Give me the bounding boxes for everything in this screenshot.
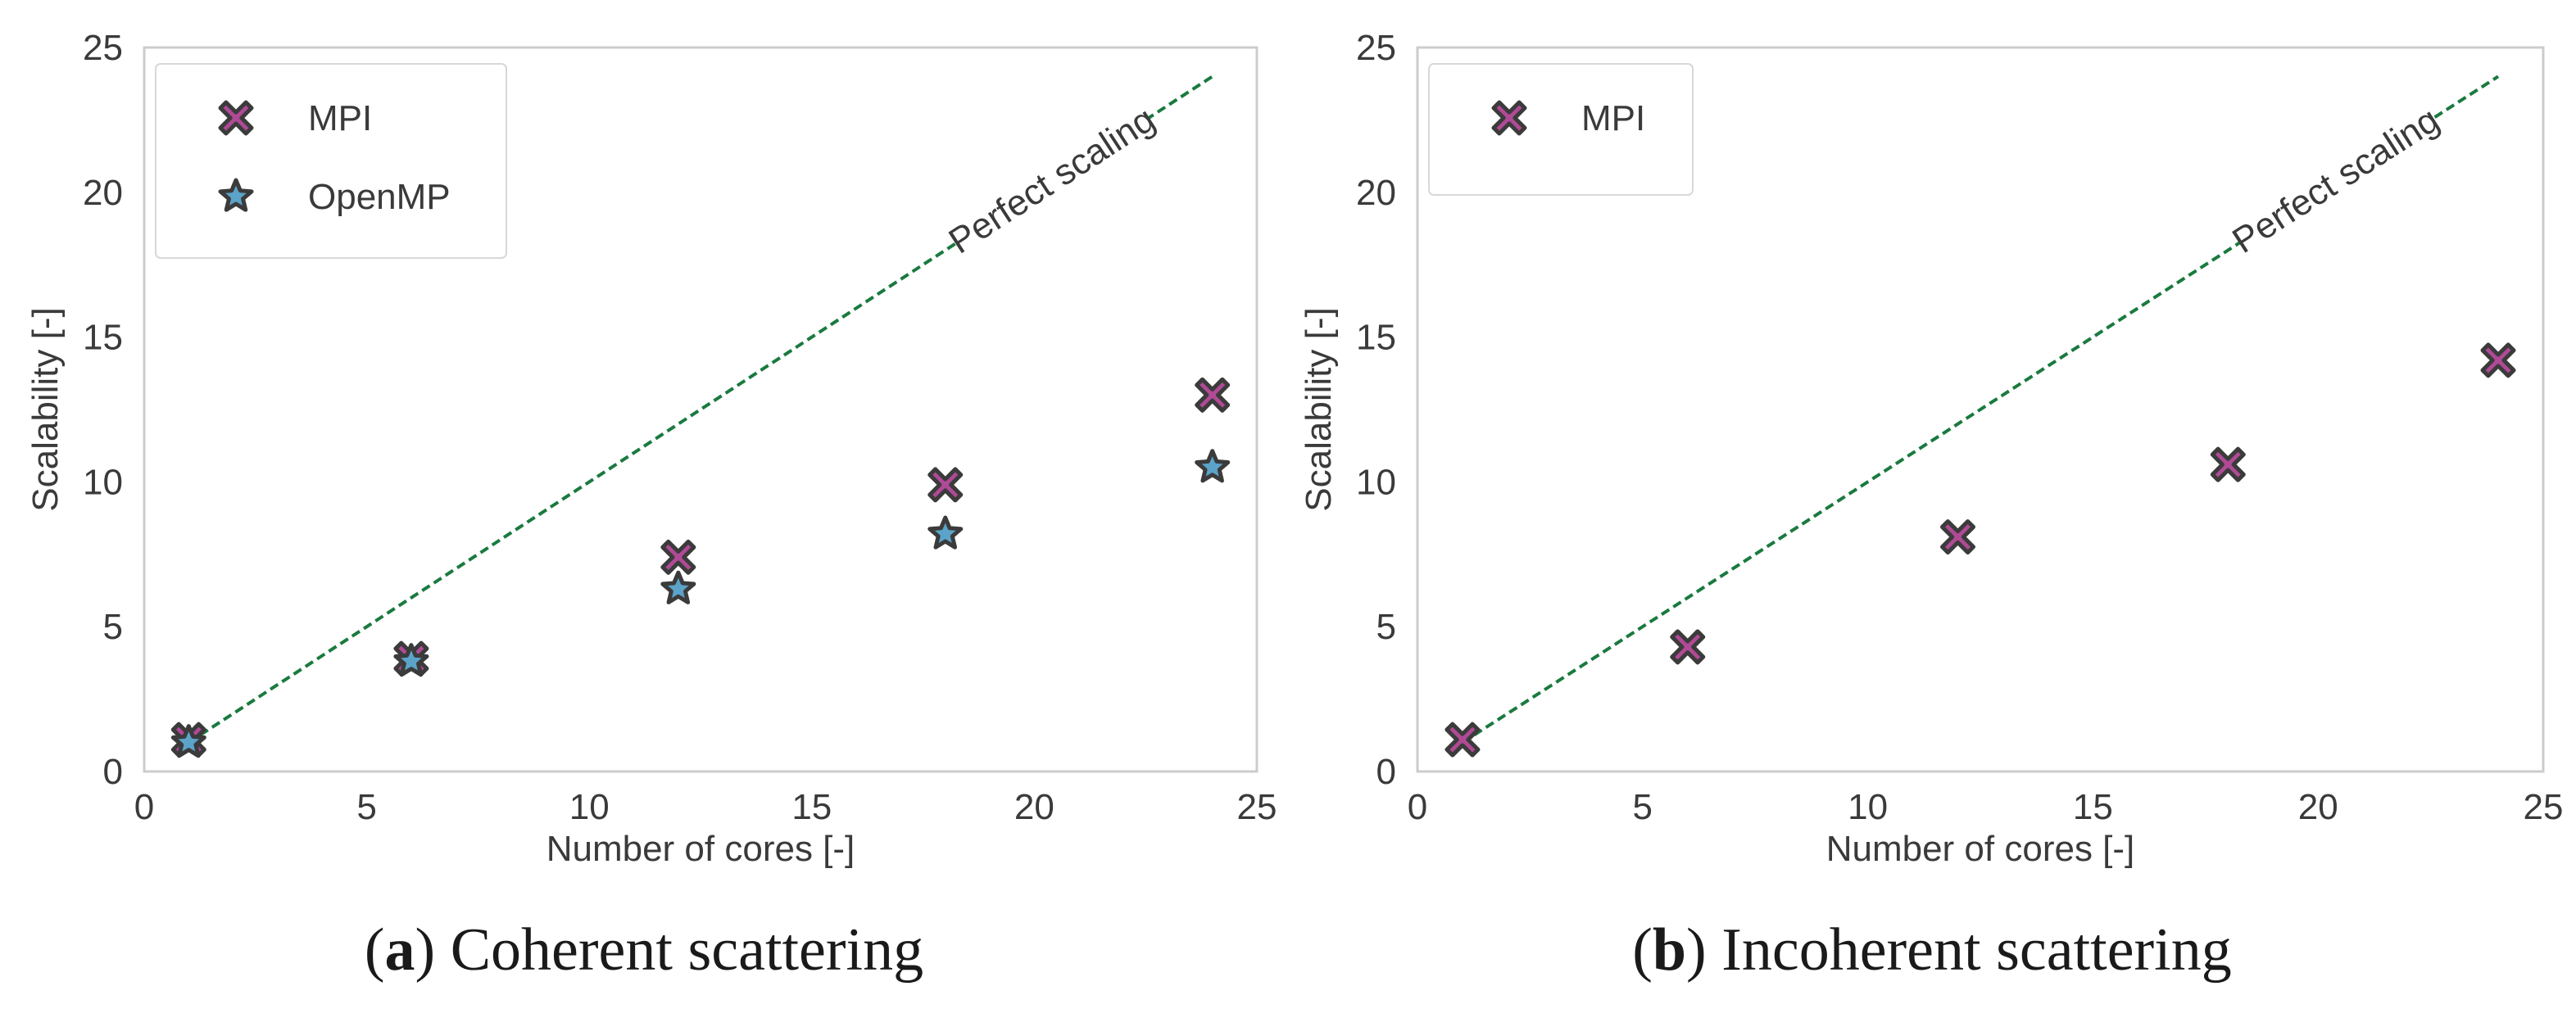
x-tick-label-b-1: 5 [1633,787,1653,827]
mpi-point-b-2 [1940,519,1976,555]
y-tick-label-a-2: 10 [83,462,123,502]
legend-label-a-0: MPI [308,98,372,138]
y-axis-label-a: Scalability [-] [25,307,66,511]
y-tick-label-b-5: 25 [1356,28,1396,68]
perfect-scaling-label-a: Perfect scaling [942,99,1163,262]
caption-a: (a) Coherent scattering [0,916,1288,1006]
chart-panel-a: 0 5 10 15 20 25 0 5 10 15 20 25 Number of cores [-] S… [25,28,1277,869]
y-tick-label-a-5: 25 [83,28,123,68]
openmp-point-a-4 [1195,449,1231,483]
y-axis-label-b: Scalability [-] [1299,307,1339,511]
y-tick-label-b-1: 5 [1376,607,1396,647]
caption-a-letter: a [384,916,415,984]
openmp-point-a-1 [393,643,429,677]
mpi-point-b-3 [2210,446,2246,482]
mpi-point-a-4 [1195,377,1231,413]
x-tick-label-b-0: 0 [1408,787,1427,827]
caption-a-open: ( [364,916,385,984]
caption-b-open: ( [1632,916,1653,984]
mpi-point-b-1 [1670,629,1706,665]
openmp-point-a-3 [927,515,964,550]
x-tick-label-a-5: 25 [1237,787,1277,827]
y-tick-label-a-3: 15 [83,318,123,358]
perfect-scaling-line-b [1461,75,2500,744]
openmp-point-a-2 [660,570,696,604]
legend-box-a [155,63,507,259]
x-tick-label-a-4: 20 [1014,787,1054,827]
chart-panel-b: 0 5 10 15 20 25 0 5 10 15 20 25 Number of cores [-] S… [1299,28,2564,869]
plot-frame-a [143,46,1259,773]
legend-mpi-icon-a [218,100,254,136]
x-axis-label-a: Number of cores [-] [546,829,855,869]
y-tick-label-a-0: 0 [103,752,123,792]
mpi-point-b-4 [2480,342,2516,378]
x-axis-label-b: Number of cores [-] [1826,829,2135,869]
openmp-point-a-0 [170,724,206,758]
caption-b-text: Incoherent scattering [1706,916,2232,984]
caption-a-text: Coherent scattering [435,916,924,984]
x-tick-label-b-2: 10 [1848,787,1888,827]
legend-label-a-1: OpenMP [308,177,451,217]
y-tick-label-b-3: 15 [1356,318,1396,358]
perfect-scaling-label-bg-a [943,98,1161,263]
caption-b: (b) Incoherent scattering [1288,916,2576,1006]
mpi-point-b-0 [1444,722,1481,758]
mpi-point-a-2 [660,539,696,575]
x-tick-label-a-3: 15 [791,787,832,827]
mpi-point-a-3 [927,467,964,503]
perfect-scaling-label-bg-b [2227,99,2446,262]
perfect-scaling-label-b: Perfect scaling [2225,100,2446,261]
x-tick-label-a-0: 0 [134,787,154,827]
x-tick-label-a-1: 5 [356,787,376,827]
legend-box-b [1428,63,1694,196]
x-tick-label-a-2: 10 [569,787,610,827]
legend-mpi-icon-b [1491,100,1527,136]
y-tick-label-b-4: 20 [1356,173,1396,213]
x-tick-label-b-4: 20 [2298,787,2338,827]
caption-a-close: ) [415,916,436,984]
y-tick-label-b-2: 10 [1356,462,1396,502]
y-tick-label-a-4: 20 [83,173,123,213]
x-tick-label-b-3: 15 [2073,787,2113,827]
y-tick-label-a-1: 5 [103,607,123,647]
plot-frame-b [1416,46,2545,773]
legend-label-b-0: MPI [1581,98,1645,138]
caption-b-letter: b [1652,916,1687,984]
x-tick-label-b-5: 25 [2524,787,2564,827]
legend-openmp-icon-a [218,178,254,212]
caption-b-close: ) [1686,916,1707,984]
y-tick-label-b-0: 0 [1376,752,1396,792]
